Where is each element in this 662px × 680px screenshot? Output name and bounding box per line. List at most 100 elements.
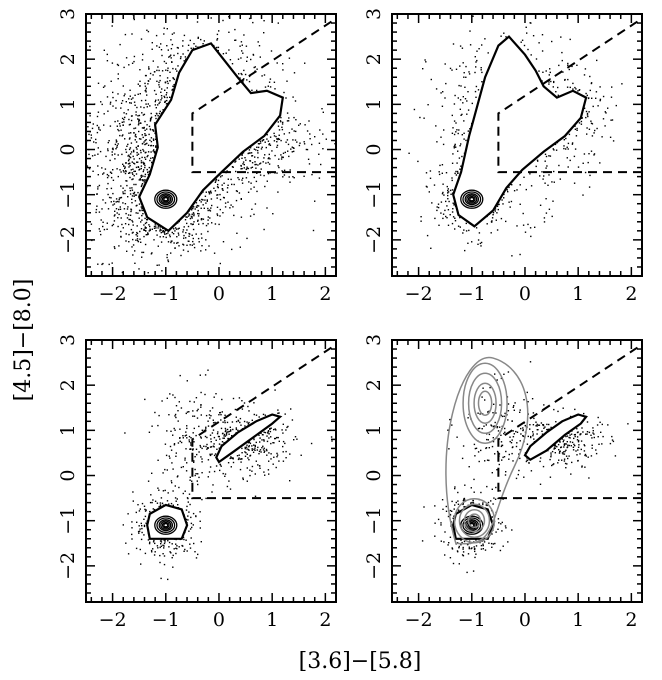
data-point	[145, 87, 147, 89]
data-point	[299, 123, 301, 125]
data-point	[186, 216, 188, 218]
data-point	[568, 133, 571, 136]
data-point	[97, 147, 99, 149]
data-point	[451, 177, 453, 179]
data-point	[94, 154, 96, 156]
data-point	[125, 11, 126, 12]
data-point	[469, 30, 471, 32]
data-point	[235, 199, 238, 202]
data-point	[172, 77, 175, 80]
data-point	[267, 157, 269, 160]
data-point	[120, 185, 122, 187]
data-point	[534, 226, 536, 228]
data-point	[146, 94, 148, 96]
data-point	[135, 239, 137, 241]
data-point	[437, 203, 440, 205]
data-point	[137, 124, 140, 126]
data-point	[217, 186, 219, 189]
data-point	[138, 510, 141, 512]
data-point	[185, 237, 187, 239]
data-point	[131, 538, 133, 540]
data-point	[199, 527, 201, 529]
data-point	[153, 89, 156, 92]
data-point	[267, 161, 269, 164]
data-point	[462, 102, 464, 104]
y-tick-label: 2	[57, 53, 79, 65]
data-point	[122, 524, 124, 526]
data-point	[285, 450, 287, 453]
data-point	[136, 521, 138, 523]
data-point	[216, 197, 218, 199]
data-point	[160, 95, 163, 97]
data-point	[455, 68, 458, 70]
data-point	[273, 135, 276, 137]
data-point	[113, 246, 116, 248]
data-point	[95, 208, 98, 211]
data-point	[191, 223, 194, 226]
data-point	[159, 554, 161, 557]
data-point	[541, 171, 543, 173]
data-point	[221, 175, 223, 177]
data-point	[466, 100, 468, 102]
data-point	[106, 188, 108, 190]
data-point	[187, 44, 190, 46]
data-point	[196, 204, 198, 207]
data-point	[159, 561, 161, 564]
data-point	[551, 181, 553, 183]
data-point	[118, 197, 121, 199]
data-point	[149, 225, 151, 228]
data-point	[206, 443, 208, 446]
data-point	[553, 170, 555, 173]
data-point	[139, 85, 141, 87]
data-point	[119, 43, 121, 46]
data-point	[178, 546, 180, 548]
data-point	[238, 73, 240, 75]
data-point	[246, 448, 248, 450]
data-point	[140, 160, 143, 162]
data-point	[110, 176, 113, 179]
data-point	[474, 56, 476, 58]
data-point	[591, 97, 593, 99]
data-point	[265, 162, 267, 164]
data-point	[133, 132, 135, 134]
data-point	[171, 89, 173, 91]
data-point	[206, 200, 208, 202]
data-point	[586, 94, 588, 97]
data-point	[205, 249, 207, 251]
data-point	[589, 174, 591, 177]
data-point	[143, 534, 145, 536]
data-point	[164, 541, 166, 543]
data-point	[169, 80, 171, 82]
data-point	[201, 245, 203, 247]
data-point	[259, 140, 262, 142]
data-point	[131, 533, 133, 536]
data-point	[283, 174, 286, 176]
data-point	[53, 204, 54, 205]
data-point	[119, 206, 121, 208]
data-point	[141, 156, 143, 159]
data-point	[152, 157, 154, 159]
data-point	[136, 235, 139, 237]
data-point	[447, 191, 450, 193]
y-tick-label: 2	[363, 53, 385, 65]
data-point	[148, 68, 150, 70]
data-point	[131, 246, 133, 248]
data-point	[143, 524, 146, 527]
data-point	[591, 123, 594, 125]
data-point	[218, 443, 221, 445]
data-point	[251, 208, 253, 210]
data-point	[256, 146, 258, 148]
data-point	[548, 83, 550, 85]
data-point	[250, 152, 253, 154]
data-point	[152, 60, 154, 62]
data-point	[453, 204, 455, 206]
data-point	[116, 146, 118, 148]
data-point	[287, 143, 290, 146]
data-point	[478, 48, 480, 50]
core-contour	[466, 194, 478, 204]
data-point	[207, 207, 209, 210]
data-point	[248, 149, 251, 151]
data-point	[145, 151, 147, 154]
data-point	[210, 192, 212, 194]
data-point	[55, 174, 56, 175]
